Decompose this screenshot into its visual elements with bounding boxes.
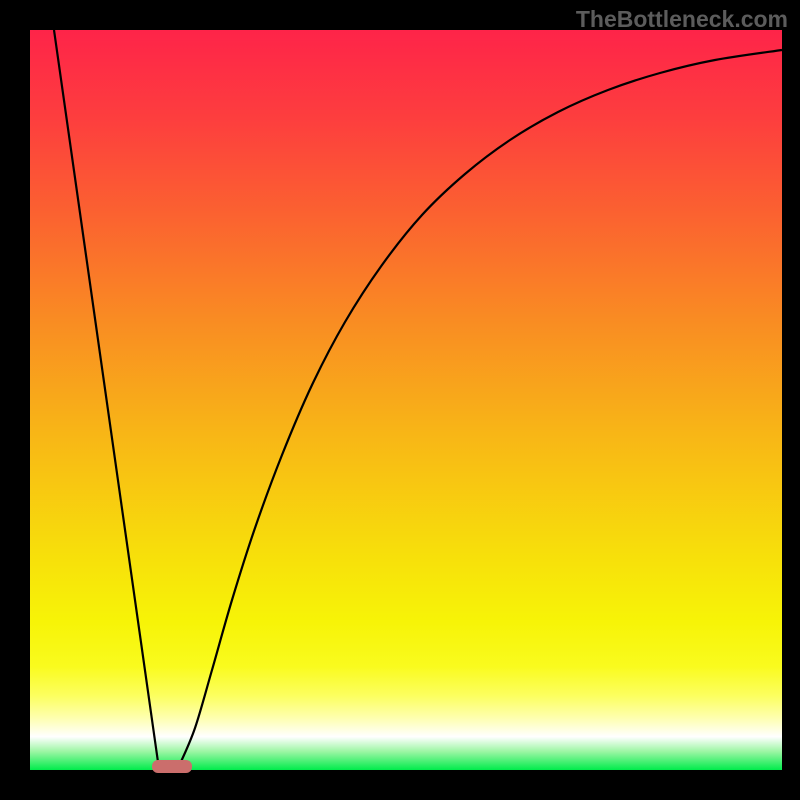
watermark-text: TheBottleneck.com: [576, 6, 788, 33]
chart-container: { "watermark": { "text": "TheBottleneck.…: [0, 0, 800, 800]
chart-svg: [0, 0, 800, 800]
optimal-marker: [152, 760, 192, 773]
